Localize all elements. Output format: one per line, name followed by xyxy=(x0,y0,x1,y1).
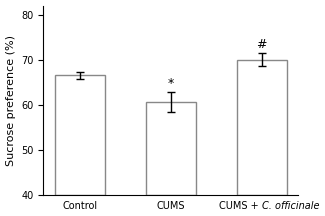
Bar xyxy=(55,75,105,194)
Text: C. officinale: C. officinale xyxy=(262,201,319,211)
Text: Control: Control xyxy=(62,201,98,211)
Text: #: # xyxy=(256,38,267,51)
Text: CUMS: CUMS xyxy=(156,201,185,211)
Y-axis label: Sucrose preference (%): Sucrose preference (%) xyxy=(6,35,16,165)
Bar xyxy=(237,60,287,194)
Bar xyxy=(146,102,196,194)
Text: *: * xyxy=(167,77,174,90)
Text: CUMS +: CUMS + xyxy=(219,201,262,211)
